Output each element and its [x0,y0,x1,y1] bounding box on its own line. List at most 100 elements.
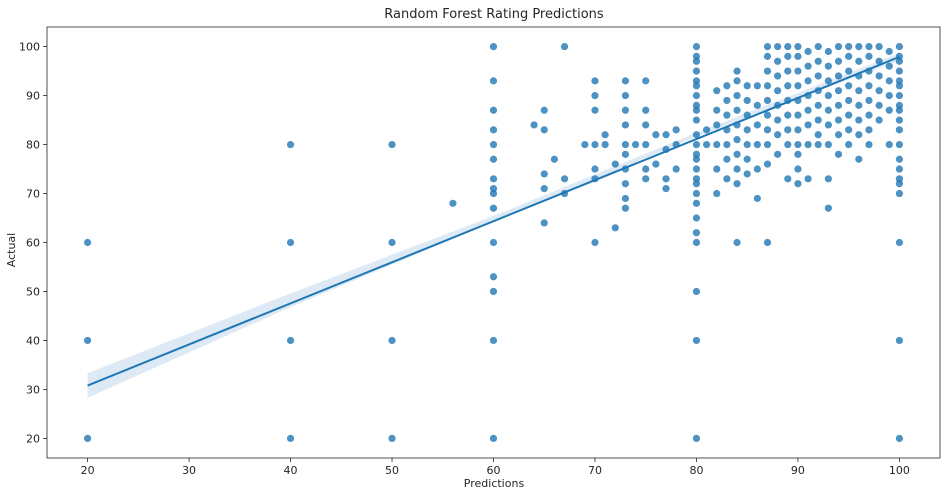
scatter-point [489,336,498,345]
scatter-point [763,111,772,119]
scatter-point [895,126,904,134]
scatter-point [733,77,741,85]
scatter-point [662,175,670,183]
scatter-point [743,126,751,134]
y-tick-label: 20 [26,432,40,445]
scatter-point [845,140,853,149]
scatter-point [591,238,599,247]
scatter-point [621,140,630,149]
scatter-point [621,77,630,85]
scatter-point [621,150,630,158]
scatter-point [540,126,548,134]
scatter-point [804,106,812,114]
scatter-point [733,165,741,173]
scatter-point [692,287,701,296]
scatter-point [723,96,731,105]
scatter-point [591,77,599,85]
scatter-point [794,67,802,75]
scatter-point [692,116,701,124]
scatter-point [763,160,772,168]
scatter-point [895,91,904,100]
scatter-point [824,175,832,183]
scatter-point [814,140,822,149]
scatter-point [845,42,853,51]
scatter-point [601,140,609,149]
scatter-point [794,82,802,90]
scatter-point [692,175,701,183]
scatter-point [814,72,822,80]
scatter-point [763,42,772,51]
scatter-point [388,434,396,443]
scatter-point [804,62,812,70]
scatter-point [845,82,853,90]
scatter-point [895,77,904,85]
scatter-point [489,175,498,183]
scatter-point [895,116,904,124]
scatter-point [286,140,295,149]
y-tick-label: 70 [26,188,40,201]
scatter-point [824,62,832,70]
scatter-point [723,82,731,90]
scatter-point [763,96,772,105]
scatter-point [804,175,812,183]
scatter-point [824,77,832,85]
scatter-point [784,111,792,119]
scatter-point [895,175,904,183]
scatter-point [895,189,904,198]
scatter-point [662,185,670,193]
y-tick-label: 90 [26,90,40,103]
scatter-point [611,224,619,232]
scatter-point [885,77,893,85]
scatter-point [865,82,873,90]
scatter-point [774,42,782,51]
scatter-point [763,82,772,90]
plot-area [46,26,941,459]
scatter-point [713,189,721,198]
scatter-point [692,91,701,100]
scatter-point [652,131,660,139]
scatter-point [794,42,802,51]
scatter-point [692,101,701,109]
scatter-point [489,204,498,212]
scatter-point [895,165,904,173]
scatter-point [642,106,650,114]
scatter-point [286,434,295,443]
scatter-point [733,136,741,144]
scatter-point [824,106,832,114]
scatter-point [824,91,832,100]
scatter-point [489,238,498,247]
scatter-point [753,121,761,129]
scatter-point [774,72,782,80]
regression-line [87,55,900,387]
scatter-point [713,165,721,173]
scatter-point [733,67,741,75]
scatter-point [692,52,701,60]
scatter-point [83,434,92,443]
scatter-point [774,150,782,158]
scatter-point [865,140,873,149]
scatter-point [601,131,609,139]
scatter-point [814,57,822,65]
scatter-point [895,434,904,443]
scatter-point [774,87,782,95]
scatter-point [794,111,802,119]
scatter-point [794,52,802,60]
scatter-point [774,116,782,124]
y-tick-label: 30 [26,383,40,396]
x-tick-label: 90 [791,464,805,477]
scatter-point [692,214,701,222]
y-tick-label: 100 [19,41,40,54]
scatter-point [753,140,761,149]
scatter-point [824,140,832,149]
scatter-points [83,42,904,443]
scatter-point [875,72,883,80]
scatter-point [733,91,741,100]
scatter-point [621,106,630,114]
scatter-point [804,140,812,149]
scatter-point [621,91,630,100]
scatter-point [713,106,721,114]
scatter-point [763,238,772,247]
scatter-point [723,140,731,149]
scatter-point [814,42,822,51]
x-axis-label: Predictions [464,477,525,490]
